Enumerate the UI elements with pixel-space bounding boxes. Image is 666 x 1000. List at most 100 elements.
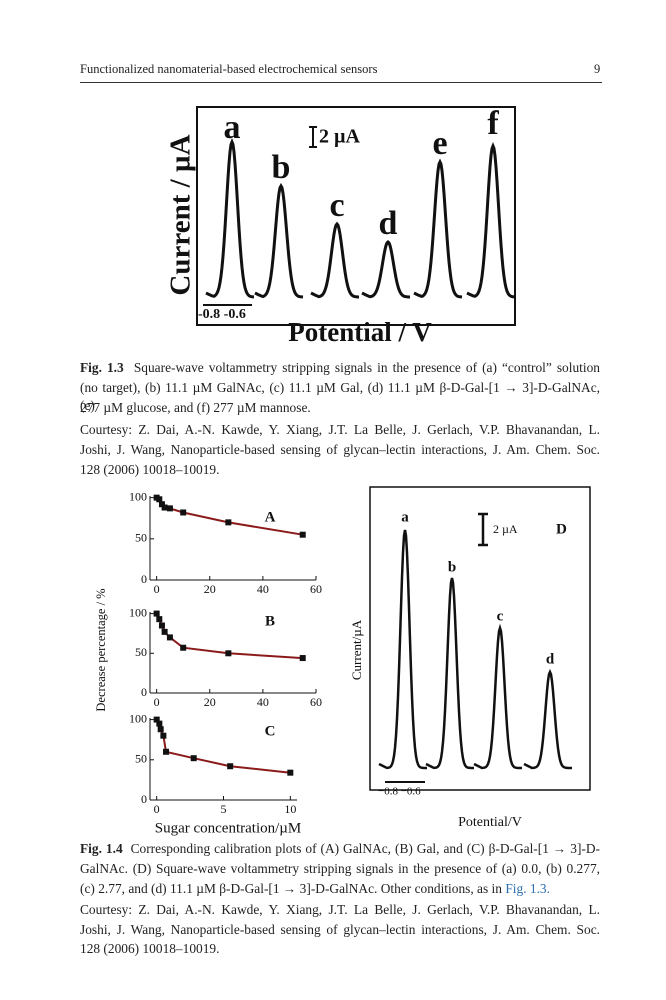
calibration-y-label: Decrease percentage / % bbox=[94, 588, 108, 711]
figure-frame bbox=[196, 106, 516, 326]
x-tick-label: 0 bbox=[154, 695, 160, 709]
data-point bbox=[153, 716, 160, 723]
x-tick-label: 20 bbox=[204, 695, 216, 709]
x-tick-label: 20 bbox=[204, 582, 216, 596]
data-point bbox=[225, 519, 232, 526]
scale-bar bbox=[309, 126, 317, 148]
data-point bbox=[225, 650, 232, 657]
courtesy-line: 128 (2006) 10018–10019. bbox=[80, 941, 220, 956]
figure-link[interactable]: Fig. 1.3. bbox=[505, 881, 550, 896]
y-tick-label: 100 bbox=[129, 605, 147, 619]
caption-line: Fig. 1.3 Square-wave voltammetry strippi… bbox=[80, 359, 600, 377]
voltammogram-peak bbox=[310, 221, 359, 299]
peak-label: b bbox=[272, 149, 291, 186]
x-tick-label: 0 bbox=[154, 582, 160, 596]
x-tick-label: 40 bbox=[257, 582, 269, 596]
voltammogram-peak bbox=[523, 668, 572, 770]
data-point bbox=[161, 628, 168, 635]
data-point bbox=[156, 616, 163, 623]
data-point bbox=[163, 748, 170, 755]
x-tick-label: 5 bbox=[221, 802, 227, 816]
data-point bbox=[156, 720, 163, 727]
header-rule bbox=[80, 82, 602, 83]
data-point bbox=[156, 496, 163, 503]
y-tick-label: 0 bbox=[141, 792, 147, 806]
data-point bbox=[158, 622, 165, 629]
caption-text: Square-wave voltammetry stripping signal… bbox=[133, 360, 601, 375]
data-point bbox=[161, 504, 168, 511]
caption-line: Fig. 1.4 Corresponding calibration plots… bbox=[80, 840, 600, 858]
d-panel-label: D bbox=[556, 521, 567, 537]
caption-text: (c) 2.77, and (d) 11.1 µM β-D-Gal-[1 → 3… bbox=[80, 881, 506, 896]
scale-label: 2 µA bbox=[319, 126, 361, 148]
voltammogram-peak bbox=[425, 577, 474, 770]
caption-line: (c) 2.77, and (d) 11.1 µM β-D-Gal-[1 → 3… bbox=[80, 880, 600, 898]
courtesy-line: Joshi, J. Wang, Nanoparticle-based sensi… bbox=[80, 922, 600, 937]
peak-label: a bbox=[401, 509, 409, 525]
caption-label: Fig. 1.4 bbox=[80, 841, 123, 856]
potential-scale-label: -0.8 -0.6 bbox=[198, 307, 246, 322]
panel-label: C bbox=[265, 723, 276, 739]
courtesy-line: Courtesy: Z. Dai, A.-N. Kawde, Y. Xiang,… bbox=[80, 902, 600, 917]
courtesy-line: Courtesy: Z. Dai, A.-N. Kawde, Y. Xiang,… bbox=[80, 422, 600, 437]
x-tick-label: 10 bbox=[284, 802, 296, 816]
peak-label: f bbox=[487, 105, 499, 142]
caption-label: Fig. 1.3 bbox=[80, 360, 124, 375]
running-title: Functionalized nanomaterial-based electr… bbox=[80, 62, 378, 76]
voltammogram-peak bbox=[205, 137, 254, 299]
d-scale-bar bbox=[478, 512, 488, 547]
data-point bbox=[160, 732, 167, 739]
data-point bbox=[190, 755, 197, 762]
data-point bbox=[299, 531, 306, 538]
courtesy-line: Joshi, J. Wang, Nanoparticle-based sensi… bbox=[80, 442, 600, 457]
data-point bbox=[158, 501, 165, 508]
data-point bbox=[157, 726, 164, 733]
x-tick-label: 60 bbox=[310, 582, 322, 596]
x-tick-label: 60 bbox=[310, 695, 322, 709]
panel-label: B bbox=[265, 613, 275, 629]
y-tick-label: 0 bbox=[141, 685, 147, 699]
caption-text: Corresponding calibration plots of (A) G… bbox=[130, 841, 600, 856]
caption-line: GalNAc. (D) Square-wave voltammetry stri… bbox=[80, 861, 600, 876]
panel-d-frame bbox=[369, 486, 591, 791]
peak-label: a bbox=[224, 109, 241, 146]
y-tick-label: 100 bbox=[129, 711, 147, 725]
x-tick-label: 0 bbox=[154, 802, 160, 816]
fit-curve bbox=[156, 496, 303, 536]
data-point bbox=[180, 509, 187, 516]
peak-label: c bbox=[329, 187, 344, 224]
data-point bbox=[166, 505, 173, 512]
y-tick-label: 100 bbox=[129, 489, 147, 503]
caption-line: 277 µM glucose, and (f) 277 µM mannose. bbox=[80, 400, 311, 415]
d-y-axis-label: Current/µA bbox=[349, 619, 364, 680]
page-number: 9 bbox=[594, 62, 601, 76]
data-point bbox=[166, 634, 173, 641]
voltammogram-peak bbox=[466, 141, 515, 299]
data-point bbox=[180, 644, 187, 651]
data-point bbox=[287, 769, 294, 776]
data-point bbox=[153, 610, 160, 617]
voltammogram-peak bbox=[254, 182, 304, 299]
voltammogram-peak bbox=[473, 623, 522, 770]
data-point bbox=[299, 655, 306, 662]
peak-label: d bbox=[379, 205, 398, 242]
d-potential-scale-label: −0.8 −0.6 bbox=[378, 786, 421, 798]
d-x-axis-label: Potential/V bbox=[458, 815, 522, 830]
y-axis-label: Current / µA bbox=[165, 134, 197, 295]
voltammogram-peak bbox=[361, 239, 410, 299]
data-point bbox=[227, 763, 234, 770]
x-tick-label: 40 bbox=[257, 695, 269, 709]
courtesy-line: 128 (2006) 10018–10019. bbox=[80, 462, 220, 477]
y-tick-label: 50 bbox=[135, 531, 147, 545]
y-tick-label: 50 bbox=[135, 752, 147, 766]
y-tick-label: 50 bbox=[135, 645, 147, 659]
caption-line: (no target), (b) 11.1 µM GalNAc, (c) 11.… bbox=[80, 380, 600, 413]
panel-label: A bbox=[265, 509, 276, 525]
peak-label: b bbox=[448, 559, 456, 575]
peak-label: c bbox=[497, 608, 504, 624]
peak-label: e bbox=[432, 125, 447, 162]
y-tick-label: 0 bbox=[141, 572, 147, 586]
voltammogram-peak bbox=[378, 529, 427, 770]
